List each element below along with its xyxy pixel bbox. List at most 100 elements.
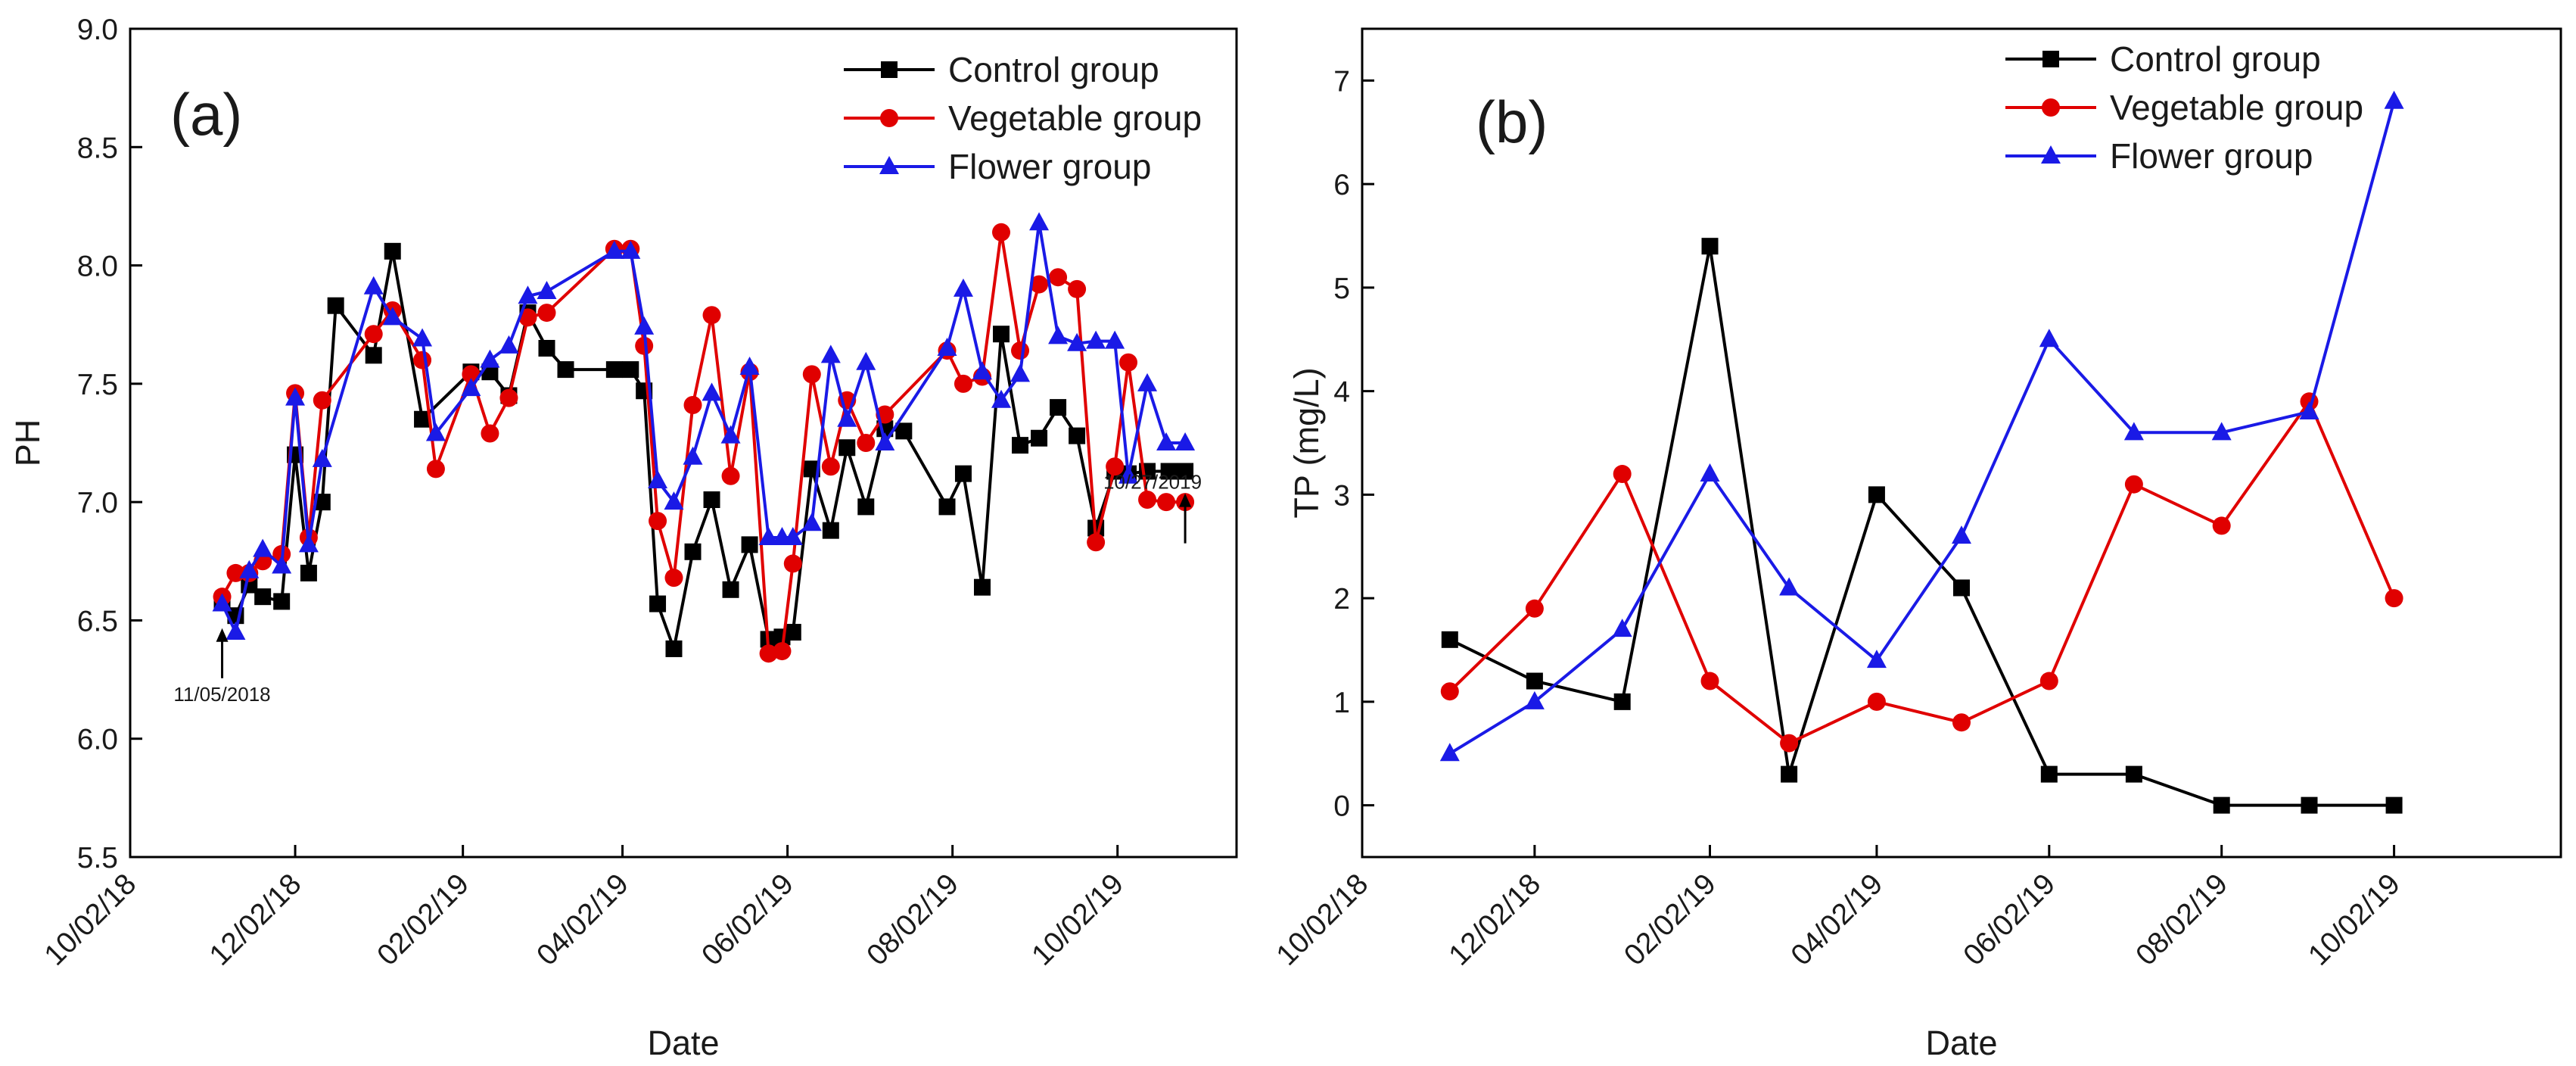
series-flower-group [1439,90,2404,762]
data-point [226,622,246,641]
data-point [991,389,1012,408]
data-point [973,578,991,596]
y-tick-label: 9.0 [77,14,118,46]
x-tick-label: 08/02/19 [860,868,965,972]
legend: Control group Vegetable group Flower group [844,50,1202,186]
panel-label: (b) [1476,89,1548,155]
data-point [1177,463,1194,480]
data-point [1137,372,1158,391]
data-point [313,391,331,410]
data-point [273,593,291,610]
legend-label: Flower group [2110,136,2313,176]
data-point [272,555,292,574]
legend-marker [2042,98,2060,117]
data-point [312,448,332,467]
data-point [1613,465,1632,484]
data-point [702,382,722,401]
data-point [665,640,683,657]
data-point [1118,465,1139,484]
data-point [2213,796,2230,814]
data-point [518,308,537,327]
data-point [481,424,499,443]
data-point [684,543,702,560]
legend-label: Flower group [948,147,1151,186]
data-point [972,361,992,380]
y-tick-label: 3 [1333,479,1350,512]
x-tick-label: 12/02/18 [204,868,308,972]
data-point [518,285,538,304]
data-point [649,512,667,531]
y-tick-label: 7.0 [77,487,118,519]
data-point [895,422,913,440]
data-point [875,432,895,450]
x-axis-label: Date [1925,1024,1997,1062]
series-line [1448,245,2394,807]
data-point [2125,765,2142,783]
data-point [1867,692,1886,711]
x-tick-label: 04/02/19 [1785,868,1890,972]
y-axis-label: TP (mg/L) [1287,367,1326,518]
data-point [413,351,432,369]
data-point [1157,493,1176,512]
data-point [461,378,481,397]
data-point [1069,427,1086,444]
y-tick-label: 7 [1333,65,1350,98]
data-point [285,387,306,406]
series-vegetable-group [1440,392,2403,753]
data-point [538,339,555,357]
data-point [1031,429,1048,447]
legend-marker [880,109,898,127]
data-point [412,328,433,347]
data-point [414,410,431,428]
data-point [838,439,856,457]
legend-marker [879,156,899,174]
data-point [1106,457,1125,476]
y-tick-label: 8.5 [77,132,118,164]
annotation-text: 10/27/2019 [1103,471,1202,494]
y-tick-label: 1 [1333,687,1350,719]
series-flower-group [212,212,1196,641]
x-tick-label: 06/02/19 [695,868,800,972]
data-point [703,491,720,509]
data-point [856,351,876,370]
data-point [1030,275,1049,294]
data-point [480,349,500,368]
data-point [758,527,779,546]
annotation-arrowhead [1179,493,1192,507]
data-point [1105,330,1125,349]
data-point [621,240,641,259]
data-point [254,588,272,606]
data-point [1138,491,1157,510]
y-tick-label: 7.5 [77,369,118,401]
data-point [782,527,803,546]
data-point [622,361,639,379]
annotation-text: 11/05/2018 [173,683,270,706]
series-line [220,221,1186,634]
data-point [1029,212,1050,231]
data-point [313,494,331,511]
panel-a-ph-chart: 5.5 6.0 6.5 7.0 7.5 8.0 8.5 9.0 10/02/18 12/02/18… [8,14,1238,1062]
data-point [1049,268,1068,287]
data-point [635,336,654,355]
data-point [937,337,957,356]
data-point [499,388,518,407]
data-point [1952,713,1971,732]
data-point [1156,432,1177,450]
data-point [1524,690,1545,709]
data-point [2124,475,2143,494]
data-point [2299,401,2319,419]
data-point [363,276,384,295]
data-point [837,408,857,427]
data-point [426,460,445,478]
data-point [821,457,840,476]
plot-frame [129,27,1238,859]
data-point [1525,599,1544,618]
data-point [953,278,973,297]
y-tick-label: 5.5 [77,842,118,874]
data-point [499,335,519,354]
series-line [1448,101,2396,756]
legend-label: Vegetable group [948,98,1202,138]
data-point [1440,682,1459,701]
data-point [1953,579,1970,597]
x-tick-label: 04/02/19 [530,868,635,972]
